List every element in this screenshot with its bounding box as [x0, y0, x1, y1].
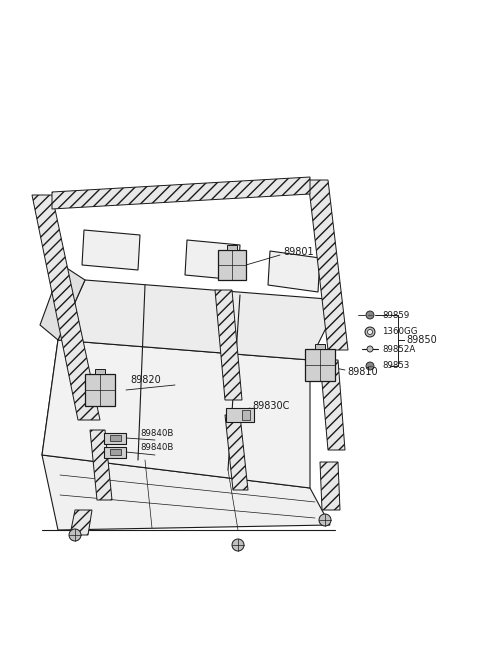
Text: 89830C: 89830C [252, 401, 289, 411]
Polygon shape [82, 230, 140, 270]
Polygon shape [320, 462, 340, 510]
Bar [226, 408, 254, 422]
Bar [95, 369, 105, 374]
Text: 89810: 89810 [347, 367, 378, 377]
Bar [104, 432, 126, 443]
Circle shape [365, 327, 375, 337]
Polygon shape [58, 280, 340, 360]
Bar [109, 435, 120, 441]
Text: 89853: 89853 [382, 361, 409, 371]
Bar [305, 349, 335, 381]
Circle shape [232, 539, 244, 551]
Polygon shape [40, 265, 85, 340]
Polygon shape [70, 510, 92, 535]
Polygon shape [42, 340, 310, 488]
Polygon shape [32, 195, 100, 420]
Circle shape [69, 529, 81, 541]
Circle shape [366, 311, 374, 319]
Text: 89840B: 89840B [140, 443, 173, 453]
Bar [218, 250, 246, 280]
Text: 89852A: 89852A [382, 344, 415, 354]
Bar [109, 449, 120, 455]
Circle shape [366, 362, 374, 370]
Polygon shape [215, 290, 242, 400]
Polygon shape [268, 251, 320, 292]
Polygon shape [320, 360, 345, 450]
Text: 89840B: 89840B [140, 430, 173, 438]
Text: 1360GG: 1360GG [382, 327, 418, 337]
Circle shape [368, 329, 372, 335]
Text: 89850: 89850 [406, 335, 437, 345]
Polygon shape [52, 177, 310, 209]
Polygon shape [185, 240, 240, 280]
Bar [227, 245, 237, 250]
Polygon shape [308, 180, 348, 350]
Polygon shape [90, 430, 112, 500]
Bar [85, 374, 115, 406]
Text: 89820: 89820 [130, 375, 161, 385]
Text: 89801: 89801 [283, 247, 313, 257]
Circle shape [367, 346, 373, 352]
Bar [315, 344, 325, 349]
Polygon shape [42, 455, 330, 530]
Polygon shape [225, 415, 248, 490]
Polygon shape [42, 340, 74, 455]
Text: 89859: 89859 [382, 310, 409, 319]
Bar [104, 447, 126, 457]
Circle shape [319, 514, 331, 526]
Bar [242, 410, 250, 420]
